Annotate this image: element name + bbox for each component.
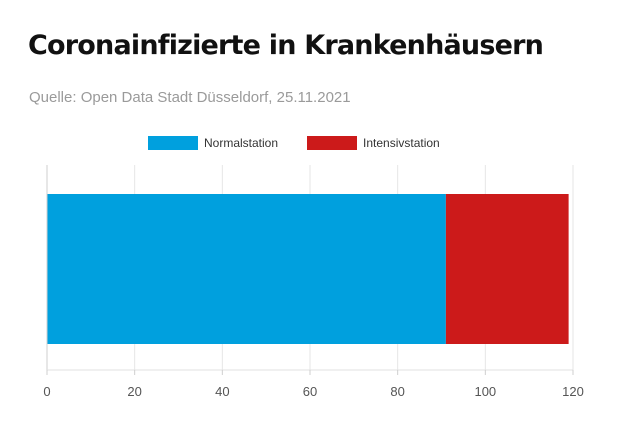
x-tick-label: 0 — [43, 384, 50, 399]
x-tick-label: 80 — [390, 384, 404, 399]
x-tick-label: 100 — [474, 384, 496, 399]
legend-item-intensivstation: Intensivstation — [307, 136, 440, 150]
legend-label-intensivstation: Intensivstation — [363, 136, 440, 150]
bar-normalstation — [47, 194, 446, 344]
x-tick-label: 40 — [215, 384, 229, 399]
legend-swatch-normalstation — [148, 136, 198, 150]
x-tick-label: 120 — [562, 384, 584, 399]
legend-item-normalstation: Normalstation — [148, 136, 278, 150]
chart-source: Quelle: Open Data Stadt Düsseldorf, 25.1… — [29, 89, 351, 106]
legend: Normalstation Intensivstation — [0, 136, 640, 154]
legend-label-normalstation: Normalstation — [204, 136, 279, 150]
bar-intensivstation — [445, 194, 569, 344]
legend-swatch-intensivstation — [307, 136, 357, 150]
x-tick-label: 60 — [303, 384, 317, 399]
x-tick-label: 20 — [127, 384, 141, 399]
chart-title: Coronainfizierte in Krankenhäusern — [28, 30, 544, 61]
